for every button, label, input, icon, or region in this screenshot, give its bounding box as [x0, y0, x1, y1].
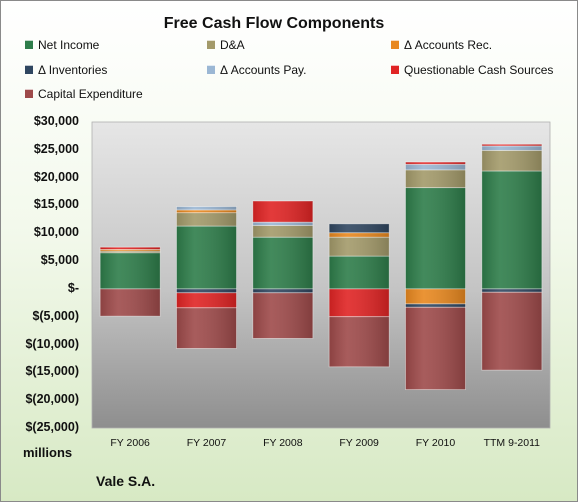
bar-segment-shading [252, 222, 313, 226]
legend-swatch-accounts-rec [391, 40, 399, 50]
x-tick-label: FY 2007 [186, 437, 227, 449]
legend-net-income: Net Income [25, 38, 99, 54]
bar-segment-shading [100, 252, 161, 289]
unit-label: millions [23, 445, 73, 460]
y-tick-label: $20,000 [33, 169, 79, 184]
bar-segment-shading [176, 226, 237, 289]
x-tick-label: FY 2006 [110, 437, 150, 449]
legend-accounts-pay: Δ Accounts Pay. [207, 63, 307, 79]
bar-segment-shading [252, 288, 313, 293]
legend-da: D&A [207, 38, 245, 54]
bar-segment-shading [481, 170, 542, 289]
bar-segment-shading [176, 307, 237, 349]
legend-label-accounts-pay: Δ Accounts Pay. [220, 63, 307, 77]
bar-segment-shading [481, 292, 542, 371]
legend-label-net-income: Net Income [38, 38, 100, 52]
legend-label-questionable: Questionable Cash Sources [404, 63, 554, 77]
bar-segment-shading [252, 237, 313, 289]
y-tick-label: $25,000 [33, 141, 79, 156]
legend-swatch-da [207, 40, 215, 50]
bar-segment-shading [329, 223, 390, 233]
y-tick-label: $(10,000) [25, 336, 79, 351]
x-tick-label: TTM 9-2011 [483, 437, 541, 449]
legend-swatch-capex [25, 89, 33, 99]
plot-background [91, 121, 551, 429]
legend-swatch-inventories [25, 65, 33, 75]
y-tick-label: $10,000 [33, 225, 79, 240]
bar-segment-shading [100, 249, 161, 252]
legend-questionable: Questionable Cash Sources [391, 63, 553, 79]
y-tick-label: $5,000 [40, 253, 79, 268]
legend-swatch-accounts-pay [207, 65, 215, 75]
bar-segment-shading [481, 150, 542, 171]
bar-segment-shading [176, 212, 237, 227]
bar-segment-shading [329, 256, 390, 289]
bar-segment-shading [329, 316, 390, 367]
bar-segment-shading [100, 247, 161, 250]
y-tick-label: $(5,000) [32, 308, 79, 323]
x-tick-label: FY 2010 [415, 437, 456, 449]
y-tick-label: $- [67, 280, 79, 295]
bar-segment-shading [176, 292, 237, 308]
bar-segment-shading [176, 288, 237, 293]
y-tick-label: $(25,000) [25, 420, 79, 434]
y-tick-label: $(20,000) [25, 392, 79, 407]
bar-segment-shading [405, 303, 466, 308]
legend-capex: Capital Expenditure [25, 87, 143, 103]
bar-segment-shading [176, 206, 237, 210]
bar-segment-shading [481, 288, 542, 293]
bar-segment-shading [329, 232, 390, 238]
bar-segment-shading [481, 145, 542, 151]
y-tick-label: $15,000 [33, 197, 79, 212]
bar-segment-shading [405, 187, 466, 289]
legend-accounts-rec: Δ Accounts Rec. [391, 38, 492, 54]
bar-segment-shading [405, 169, 466, 188]
legend-label-capex: Capital Expenditure [38, 87, 143, 101]
legend-label-accounts-rec: Δ Accounts Rec. [404, 38, 493, 52]
company-name: Vale S.A. [96, 473, 156, 489]
legend-inventories: Δ Inventories [25, 63, 107, 79]
legend-swatch-questionable [391, 65, 399, 75]
chart-title: Free Cash Flow Components [163, 15, 385, 32]
x-tick-label: FY 2008 [263, 437, 303, 449]
legend-label-inventories: Δ Inventories [38, 63, 108, 77]
bar-segment-shading [252, 201, 313, 223]
bar-segment-shading [481, 144, 542, 146]
bar-segment-shading [252, 225, 313, 238]
bar-segment-shading [405, 164, 466, 170]
bar-segment-shading [100, 251, 161, 253]
legend-swatch-net-income [25, 40, 33, 50]
bar-segment-shading [329, 237, 390, 257]
y-tick-label: $30,000 [33, 114, 79, 128]
bar-segment-shading [405, 162, 466, 165]
y-tick-label: $(15,000) [25, 364, 79, 379]
legend-label-da: D&A [220, 38, 245, 52]
bar-segment-shading [176, 209, 237, 213]
bar-segment-shading [405, 307, 466, 390]
bar-segment-shading [405, 288, 466, 304]
bar-segment-shading [252, 292, 313, 339]
bar-segment-shading [329, 288, 390, 317]
bar-segment-shading [100, 288, 161, 317]
x-tick-label: FY 2009 [339, 437, 379, 449]
